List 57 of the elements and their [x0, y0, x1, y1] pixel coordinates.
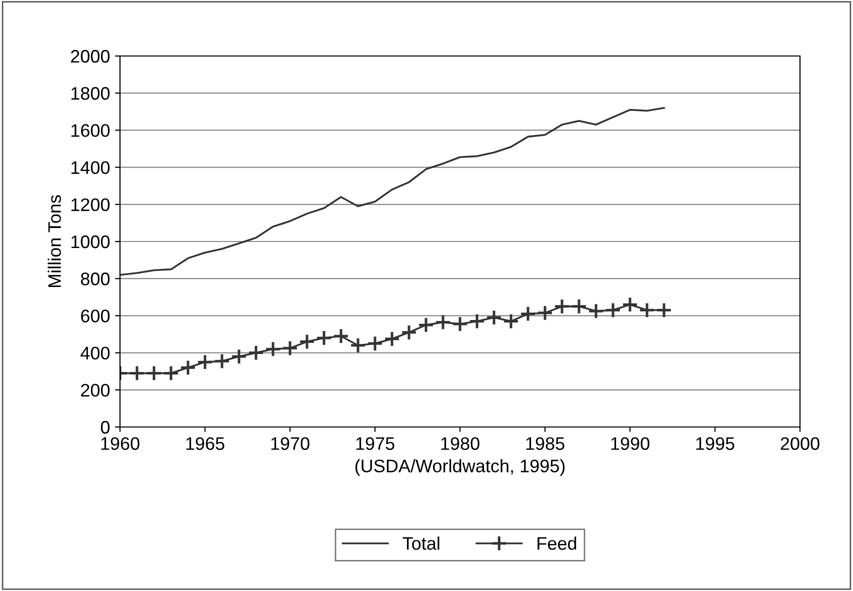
- point: [400, 324, 418, 341]
- point: [638, 302, 656, 318]
- point: [434, 314, 452, 330]
- point: [570, 298, 588, 315]
- legend-label: Feed: [538, 536, 576, 550]
- point: [248, 344, 264, 361]
- y-tick-label: 600: [81, 310, 110, 322]
- y-tick-label: 200: [81, 384, 110, 397]
- point: [486, 309, 502, 326]
- y-tick-label: 1800: [71, 87, 110, 100]
- point: [452, 316, 468, 332]
- point: [264, 340, 282, 358]
- point: [180, 359, 196, 376]
- point: [282, 340, 298, 356]
- y-tick-label: 0: [100, 420, 110, 434]
- y-tick-label: 1200: [71, 198, 110, 212]
- point: [298, 333, 316, 350]
- point: [128, 365, 146, 382]
- x-tick-label: 1970: [271, 437, 310, 450]
- point: [162, 365, 180, 382]
- point: [366, 335, 384, 352]
- point: [554, 298, 570, 315]
- x-tick-label: 1975: [356, 437, 394, 450]
- x-tick-label: 1985: [526, 437, 564, 450]
- y-tick-label: 400: [80, 346, 110, 360]
- y-tick-label: 1400: [71, 161, 110, 174]
- legend-label: Total: [402, 536, 440, 550]
- point: [520, 306, 536, 322]
- point: [384, 330, 400, 348]
- x-tick-label: 1960: [101, 437, 140, 450]
- x-tick-label: 2000: [780, 437, 820, 450]
- point: [622, 296, 638, 313]
- point: [604, 302, 622, 318]
- point: [536, 304, 554, 322]
- point: [588, 302, 604, 320]
- x-tick-label: 1990: [611, 437, 650, 450]
- point: [230, 348, 248, 365]
- x-tick-label: 1995: [696, 437, 734, 450]
- y-tick-label: 1600: [71, 124, 110, 137]
- point: [350, 337, 366, 354]
- y-tick-label: 2000: [71, 50, 110, 63]
- x-tick-label: 1965: [186, 437, 224, 450]
- y-axis-title: Million Tons: [48, 195, 61, 288]
- point: [502, 313, 520, 330]
- point: [146, 365, 162, 382]
- x-tick-label: 1980: [441, 437, 480, 450]
- y-tick-label: 1000: [71, 235, 110, 248]
- y-tick-label: 800: [80, 272, 110, 286]
- x-axis-title: (USDA/Worldwatch, 1995): [355, 459, 565, 476]
- point: [332, 328, 350, 344]
- point: [656, 302, 672, 318]
- point: [316, 330, 332, 346]
- point: [196, 354, 214, 370]
- point: [418, 316, 434, 334]
- point: [214, 352, 230, 370]
- point: [468, 313, 486, 330]
- line-series: [120, 107, 665, 276]
